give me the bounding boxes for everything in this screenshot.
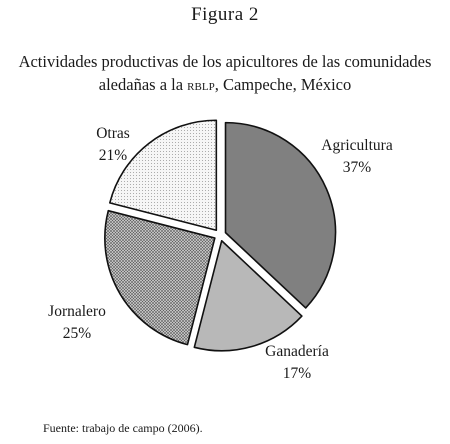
pie-slice-jornalero <box>104 209 216 346</box>
pie-slices <box>104 119 337 352</box>
pie-labels: Agricultura 37% Ganadería 17% Jornalero 25% Ot… <box>48 125 393 382</box>
source-note: Fuente: trabajo de campo (2006). <box>43 421 203 435</box>
pie-slice-ganaderia <box>193 239 303 352</box>
slice-label-value: 17% <box>283 365 312 382</box>
slice-label-name: Jornalero <box>48 303 106 320</box>
title-suffix: , Campeche, México <box>214 75 352 94</box>
title-abbrev: RBLP <box>187 78 215 94</box>
slice-label-name: Otras <box>96 125 130 142</box>
slice-label-value: 25% <box>63 325 92 342</box>
title-prefix: aledañas a la <box>98 75 188 94</box>
pie-slice-agricultura <box>224 121 337 309</box>
chart-title-line1: Actividades productivas de los apicultor… <box>18 52 432 71</box>
slice-label-value: 37% <box>343 159 372 176</box>
chart-title: Actividades productivas de los apicultor… <box>0 50 450 98</box>
slice-label-name: Agricultura <box>321 137 393 154</box>
slice-label-name: Ganadería <box>265 343 329 360</box>
slice-label-value: 21% <box>99 147 128 164</box>
chart-title-line2: aledañas a la RBLP, Campeche, México <box>0 73 450 98</box>
figure-number: Figura 2 <box>191 4 259 25</box>
pie-slice-otras <box>108 119 218 232</box>
